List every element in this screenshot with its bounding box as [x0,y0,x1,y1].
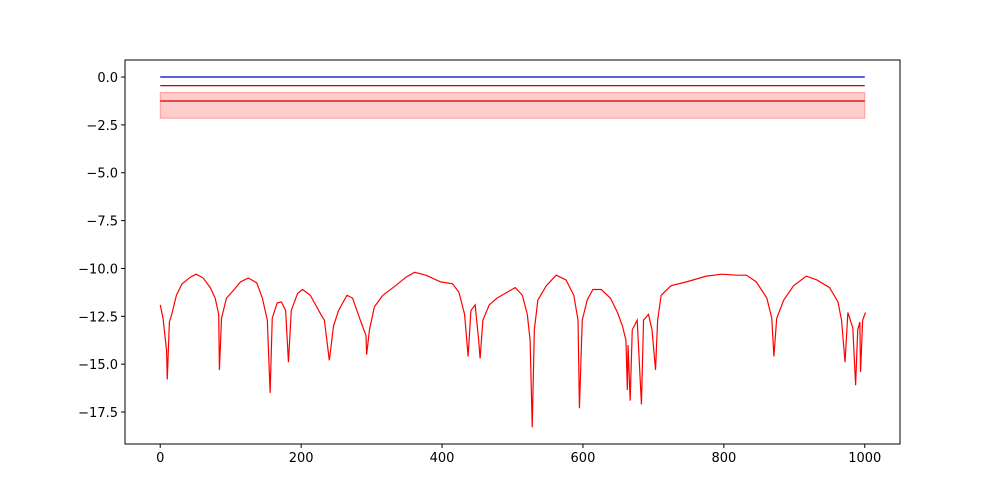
y-tick-label: −7.5 [86,215,118,230]
x-tick-label: 200 [289,451,314,466]
y-tick-label: −5.0 [86,167,118,182]
y-tick-label: −12.5 [78,310,118,325]
plot-frame [124,59,901,445]
x-tick-label: 400 [430,451,455,466]
x-tick-label: 600 [571,451,596,466]
band [159,91,866,119]
y-tick-label: 0.0 [97,71,118,86]
y-tick-label: −15.0 [78,358,118,373]
x-tick-label: 0 [156,451,164,466]
x-tick-label: 800 [711,451,736,466]
y-tick-label: −17.5 [78,406,118,421]
x-tick-label: 1000 [848,451,881,466]
y-tick-label: −10.0 [78,262,118,277]
y-tick-label: −2.5 [86,119,118,134]
series-line [159,271,867,428]
